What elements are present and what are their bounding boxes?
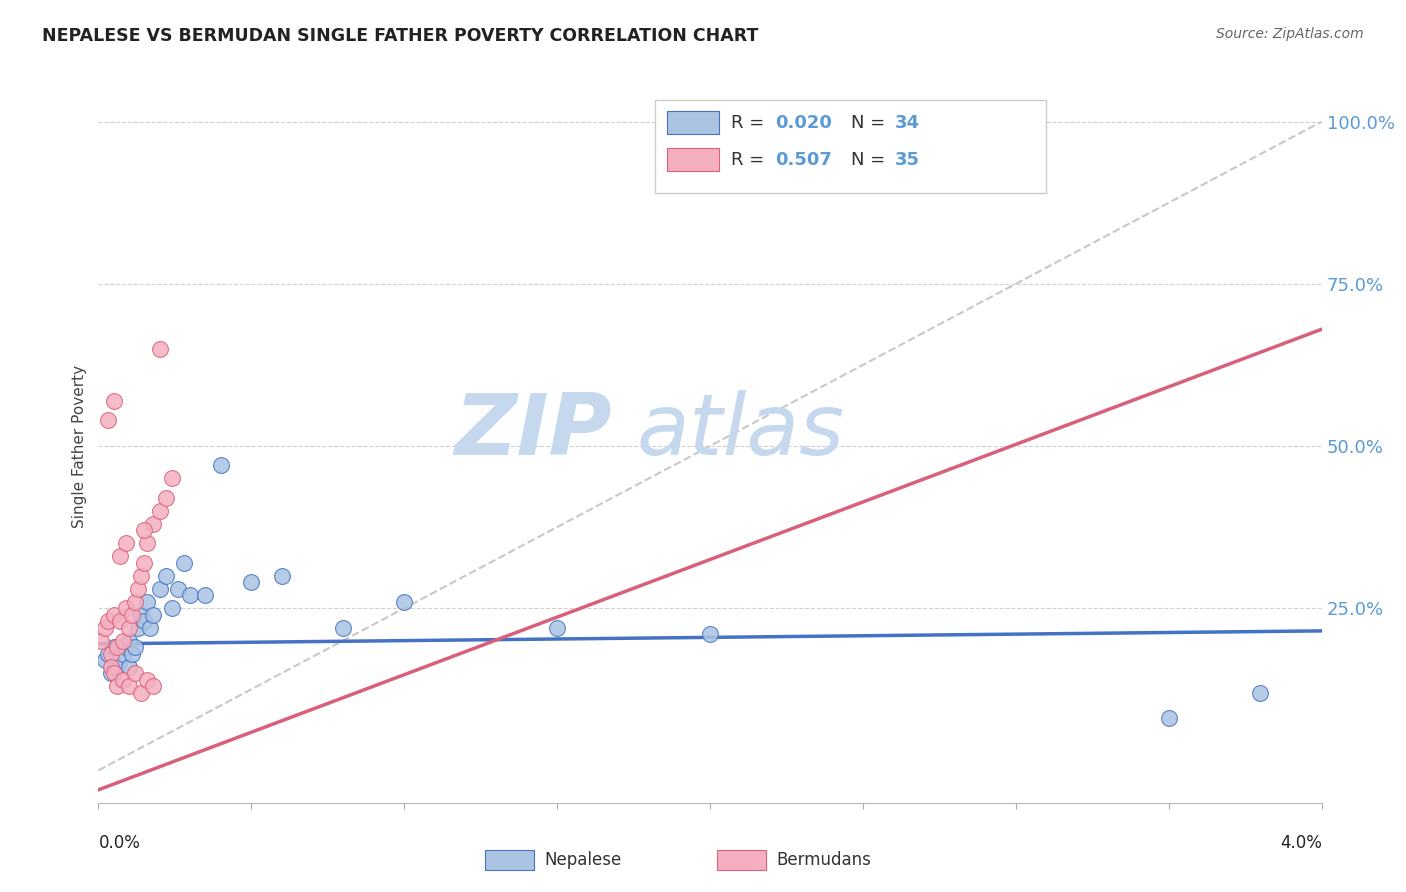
Point <box>97 647 120 661</box>
Point <box>160 601 183 615</box>
Point <box>136 536 159 550</box>
Point <box>115 640 138 654</box>
Text: N =: N = <box>851 151 890 169</box>
FancyBboxPatch shape <box>668 148 718 171</box>
Point <box>194 588 217 602</box>
Point <box>149 504 172 518</box>
Point <box>142 679 165 693</box>
Y-axis label: Single Father Poverty: Single Father Poverty <box>72 365 87 527</box>
Point <box>93 653 115 667</box>
Point <box>332 621 354 635</box>
Text: 0.507: 0.507 <box>775 151 832 169</box>
Point <box>167 582 190 596</box>
Point <box>129 568 152 582</box>
Text: N =: N = <box>851 114 890 132</box>
Text: 35: 35 <box>894 151 920 169</box>
Text: atlas: atlas <box>637 390 845 474</box>
Point <box>149 582 172 596</box>
Point <box>155 491 177 505</box>
Text: NEPALESE VS BERMUDAN SINGLE FATHER POVERTY CORRELATION CHART: NEPALESE VS BERMUDAN SINGLE FATHER POVER… <box>42 27 759 45</box>
Point <box>134 524 156 538</box>
Point <box>111 673 134 687</box>
Point <box>121 607 143 622</box>
Text: R =: R = <box>731 114 770 132</box>
Text: Source: ZipAtlas.com: Source: ZipAtlas.com <box>1216 27 1364 41</box>
Point <box>121 647 143 661</box>
Point <box>142 607 165 622</box>
Point <box>149 342 172 356</box>
Point <box>129 607 152 622</box>
Point <box>118 633 141 648</box>
Point <box>124 640 146 654</box>
Point <box>103 666 125 681</box>
Point <box>105 659 128 673</box>
Point <box>105 640 128 654</box>
Point <box>97 413 120 427</box>
Point <box>240 575 263 590</box>
Point <box>108 614 131 628</box>
Point <box>142 516 165 531</box>
Point <box>173 556 195 570</box>
Text: 0.0%: 0.0% <box>98 834 141 852</box>
Text: ZIP: ZIP <box>454 390 612 474</box>
Point <box>699 627 721 641</box>
Text: 4.0%: 4.0% <box>1279 834 1322 852</box>
Point <box>270 568 294 582</box>
Point <box>108 549 131 564</box>
Point <box>103 393 125 408</box>
Text: Nepalese: Nepalese <box>544 851 621 869</box>
Point <box>127 621 149 635</box>
Point <box>100 659 122 673</box>
Point <box>93 621 115 635</box>
Point <box>139 621 162 635</box>
Point <box>103 640 125 654</box>
Point <box>115 601 138 615</box>
Point <box>124 666 146 681</box>
Point <box>111 633 134 648</box>
FancyBboxPatch shape <box>655 100 1046 193</box>
FancyBboxPatch shape <box>668 112 718 134</box>
Point <box>160 471 183 485</box>
Point <box>134 614 156 628</box>
Point <box>134 556 156 570</box>
Point <box>136 595 159 609</box>
Text: 34: 34 <box>894 114 920 132</box>
Text: Bermudans: Bermudans <box>776 851 870 869</box>
Point <box>155 568 177 582</box>
Point <box>1249 685 1271 699</box>
Point <box>124 595 146 609</box>
Point <box>90 633 112 648</box>
Point <box>97 614 120 628</box>
Point <box>100 647 122 661</box>
Point <box>179 588 201 602</box>
Point <box>118 659 141 673</box>
Point <box>118 621 141 635</box>
Point <box>103 607 125 622</box>
Point <box>115 536 138 550</box>
Point <box>129 685 152 699</box>
Text: 0.020: 0.020 <box>775 114 832 132</box>
Point <box>127 582 149 596</box>
Point <box>108 653 131 667</box>
Point <box>1157 711 1180 725</box>
Point <box>209 458 232 473</box>
Text: R =: R = <box>731 151 770 169</box>
Point <box>546 621 568 635</box>
Point <box>136 673 159 687</box>
Point <box>392 595 416 609</box>
Point <box>100 666 122 681</box>
Point <box>118 679 141 693</box>
Point <box>111 647 134 661</box>
Point <box>105 679 128 693</box>
